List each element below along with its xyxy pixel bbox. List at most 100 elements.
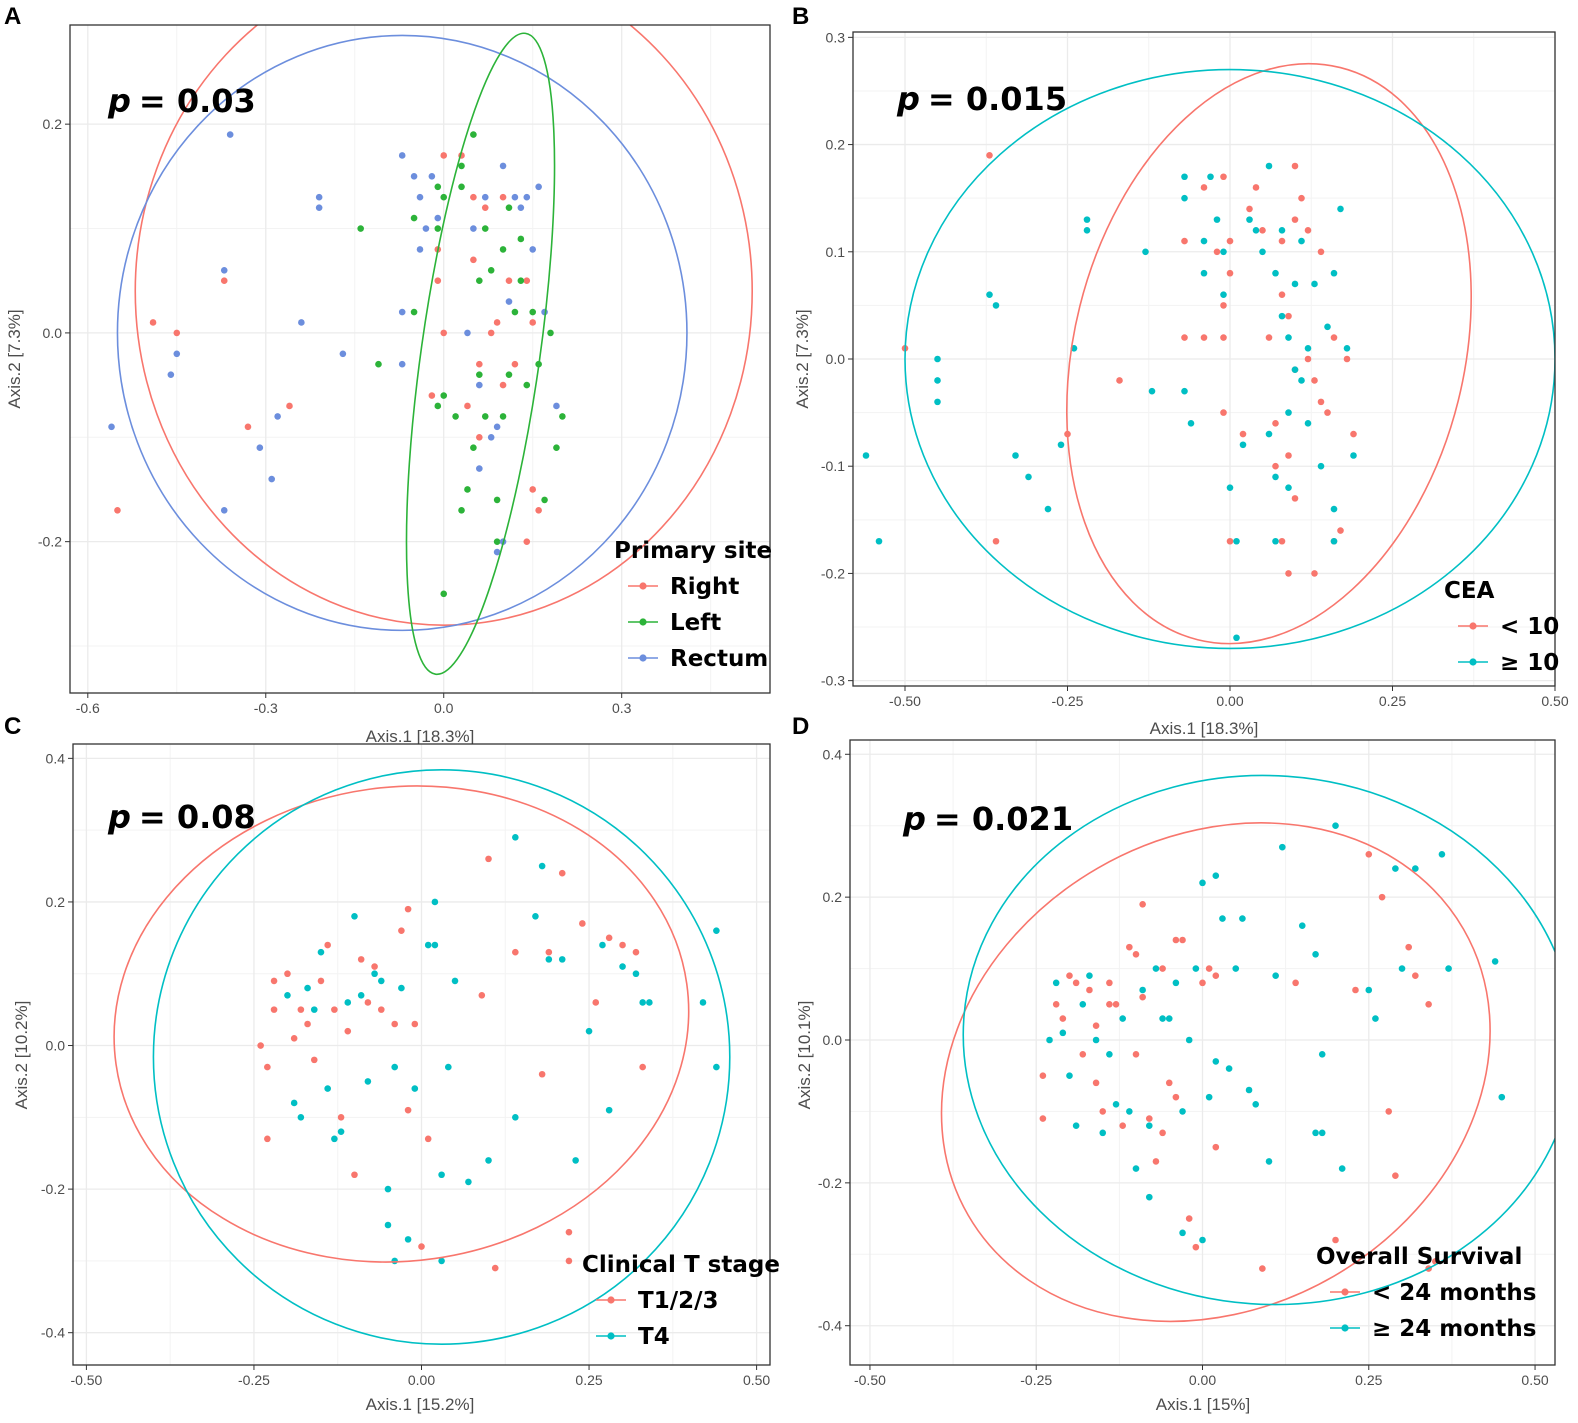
data-point (1199, 879, 1206, 887)
data-point (315, 193, 323, 201)
data-point (1265, 162, 1273, 170)
data-point (1337, 527, 1344, 534)
data-point (458, 507, 465, 514)
data-point (344, 999, 352, 1006)
data-point (1378, 893, 1386, 901)
data-point (167, 371, 175, 378)
data-point (1311, 377, 1318, 384)
data-point (1181, 387, 1188, 395)
data-point (1285, 452, 1292, 459)
data-point (1291, 495, 1299, 502)
data-point (434, 402, 442, 410)
data-point (256, 444, 264, 452)
data-point (558, 956, 566, 963)
plot-frame (849, 739, 1556, 1366)
data-point (1112, 1000, 1120, 1008)
legend-title: Primary site (614, 538, 772, 564)
y-axis-title: Axis.2 [10.2%] (12, 1001, 31, 1110)
data-point (1425, 1000, 1432, 1008)
data-point (934, 398, 941, 406)
data-point (1343, 344, 1351, 352)
plot-area (940, 774, 1555, 1323)
data-point (1181, 173, 1188, 181)
data-point (1066, 972, 1073, 980)
data-point (298, 319, 305, 326)
data-point (619, 941, 626, 949)
data-point (532, 913, 539, 920)
data-point (244, 423, 252, 431)
data-point (1092, 1022, 1100, 1030)
data-point (1265, 1158, 1273, 1165)
data-point (257, 1042, 264, 1049)
p-symbol: p (902, 800, 926, 838)
data-point (1259, 1265, 1266, 1272)
data-point (270, 977, 278, 985)
data-point (538, 1070, 546, 1078)
data-point (1385, 1108, 1393, 1115)
data-point (1181, 194, 1188, 202)
data-point (1039, 1115, 1047, 1122)
plot-area (108, 25, 753, 676)
data-point (1072, 1122, 1080, 1130)
data-point (1220, 302, 1227, 309)
data-point (371, 963, 378, 970)
data-point (1304, 344, 1312, 352)
data-point (440, 152, 448, 159)
data-point (1491, 958, 1499, 965)
data-point (592, 999, 600, 1006)
data-point (452, 413, 459, 420)
data-point (1412, 972, 1419, 980)
data-point (440, 392, 448, 399)
data-point (1278, 312, 1286, 320)
y-tick-label: 0.2 (43, 116, 63, 132)
data-point (324, 1085, 331, 1092)
data-point (1145, 1115, 1153, 1122)
data-point (1330, 334, 1338, 341)
data-point (493, 548, 501, 556)
p-value-annotation: p = 0.03 (107, 82, 256, 120)
data-point (499, 162, 507, 170)
data-point (1317, 248, 1325, 256)
data-point (1392, 1172, 1399, 1180)
data-point (529, 308, 537, 316)
series-1 (1046, 822, 1506, 1244)
data-point (391, 1020, 398, 1028)
data-point (470, 444, 477, 452)
data-point (1291, 280, 1299, 288)
data-point (1159, 1129, 1166, 1137)
data-point (481, 193, 489, 201)
data-point (512, 1114, 519, 1121)
legend-key-point (1469, 622, 1477, 630)
y-axis-title: Axis.2 [7.3%] (793, 309, 812, 408)
data-point (1298, 194, 1305, 202)
data-point (1200, 184, 1208, 191)
data-point (487, 433, 495, 441)
legend-key-point (639, 582, 647, 590)
legend: CEA< 10 ≥ 10 (1444, 578, 1559, 676)
data-point (487, 266, 495, 274)
data-point (464, 329, 471, 337)
data-point (632, 948, 640, 956)
data-point (1265, 334, 1273, 341)
data-point (1311, 570, 1318, 577)
p-value: = 0.03 (139, 82, 256, 120)
data-point (476, 465, 483, 472)
data-point (476, 277, 483, 285)
data-point (1431, 1258, 1439, 1265)
data-point (1213, 248, 1221, 256)
data-point (1272, 420, 1279, 427)
data-point (384, 1221, 392, 1229)
data-point (1059, 1015, 1067, 1022)
legend-label: Rectum (670, 646, 768, 672)
plot-frame (852, 31, 1556, 687)
data-point (1126, 943, 1133, 951)
data-point (1233, 634, 1240, 642)
data-point (1298, 377, 1305, 384)
data-point (1337, 205, 1344, 213)
data-point (1285, 334, 1292, 341)
data-point (934, 377, 941, 384)
data-point (499, 381, 507, 389)
data-point (1245, 1086, 1253, 1094)
data-point (1304, 227, 1312, 234)
data-point (149, 319, 157, 326)
